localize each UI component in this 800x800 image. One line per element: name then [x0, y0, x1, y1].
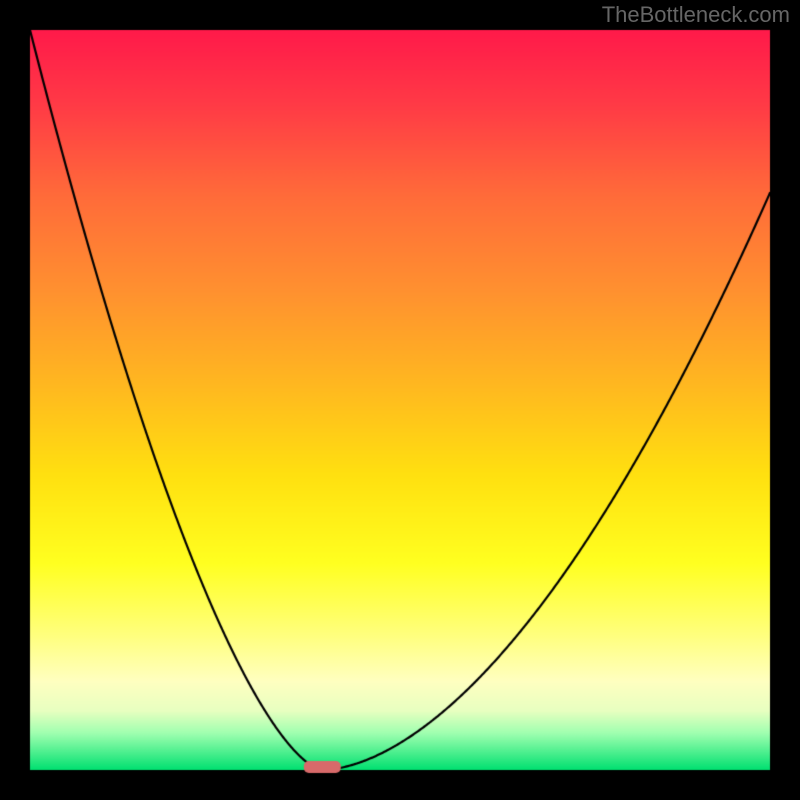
bottleneck-chart-canvas: [0, 0, 800, 800]
chart-container: TheBottleneck.com: [0, 0, 800, 800]
watermark-text: TheBottleneck.com: [602, 2, 790, 28]
